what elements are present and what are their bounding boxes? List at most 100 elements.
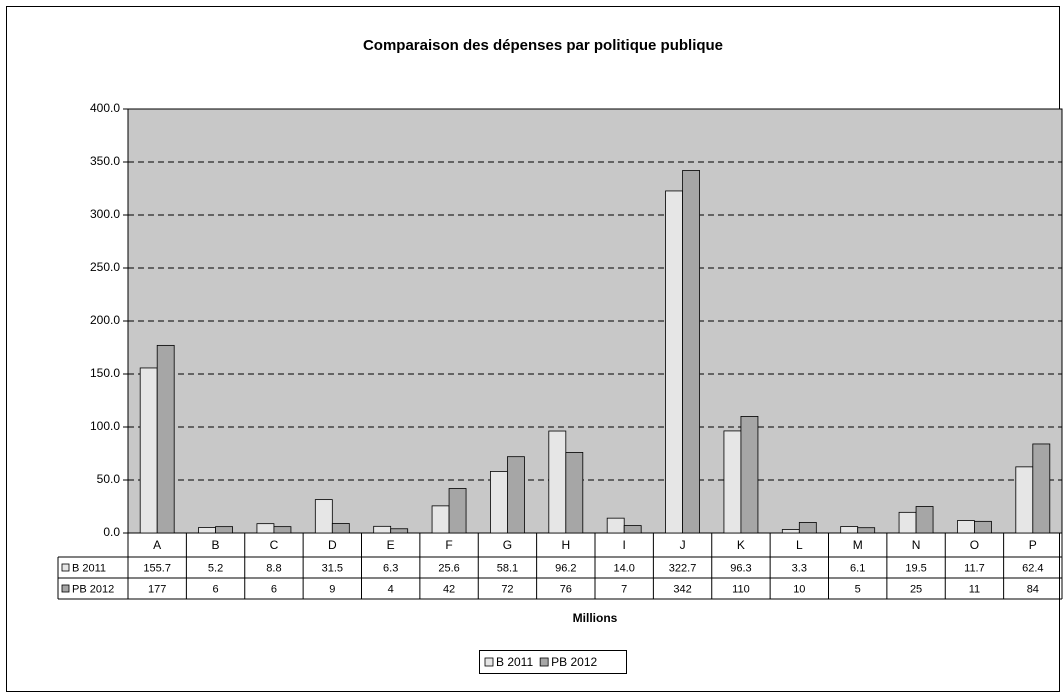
table-value: 25.6: [438, 562, 459, 574]
bar: [1032, 443, 1051, 534]
table-value: 76: [560, 583, 572, 595]
bar: [390, 528, 409, 534]
bar: [798, 522, 817, 534]
legend-key: [61, 563, 70, 572]
bar: [373, 525, 392, 534]
bar: [273, 526, 292, 534]
legend-box: [479, 650, 627, 674]
x-axis-label: Millions: [573, 611, 618, 625]
table-series-label: PB 2012: [72, 583, 114, 595]
table-value: 3.3: [792, 562, 807, 574]
table-value: 58.1: [497, 562, 518, 574]
table-value: 10: [793, 583, 805, 595]
x-tick-label: D: [328, 538, 337, 552]
y-tick-label: 100.0: [90, 419, 120, 433]
x-tick-label: G: [503, 538, 512, 552]
bar: [957, 520, 975, 534]
x-tick-label: P: [1029, 538, 1037, 552]
bar: [606, 517, 625, 534]
x-tick-label: H: [561, 538, 570, 552]
table-value: 4: [388, 583, 394, 595]
bar: [215, 526, 233, 534]
table-value: 110: [732, 583, 750, 595]
table-value: 8.8: [266, 562, 281, 574]
x-tick-label: A: [153, 538, 161, 552]
table-series-label: B 2011: [72, 562, 106, 574]
table-value: 5: [855, 583, 861, 595]
table-value: 11: [969, 583, 980, 595]
table-value: 84: [1027, 583, 1039, 595]
bar: [331, 523, 350, 534]
y-tick-label: 50.0: [97, 472, 121, 486]
x-tick-label: E: [387, 538, 395, 552]
x-tick-label: B: [212, 538, 220, 552]
bar: [898, 511, 917, 534]
legend-label: B 2011: [496, 655, 533, 669]
bar: [314, 499, 333, 534]
table-value: 6.3: [383, 562, 398, 574]
bar: [507, 456, 525, 534]
table-value: 5.2: [208, 562, 223, 574]
y-tick-label: 300.0: [90, 207, 120, 221]
table-value: 155.7: [143, 562, 171, 574]
bar: [139, 367, 158, 534]
bar: [565, 452, 584, 534]
table-value: 9: [329, 583, 335, 595]
table-value: 42: [443, 583, 455, 595]
y-tick-label: 150.0: [90, 366, 120, 380]
bar: [781, 529, 800, 534]
table-value: 14.0: [613, 562, 634, 574]
bar: [915, 506, 934, 534]
bar: [448, 488, 467, 534]
table-value: 72: [501, 583, 513, 595]
bar: [1015, 466, 1034, 534]
y-tick-label: 350.0: [90, 154, 120, 168]
table-value: 62.4: [1022, 562, 1043, 574]
table-value: 96.3: [730, 562, 751, 574]
table-value: 11.7: [964, 562, 985, 574]
table-value: 31.5: [322, 562, 343, 574]
bar: [198, 527, 216, 534]
bar: [256, 523, 275, 534]
y-tick-label: 0.0: [103, 525, 120, 539]
bar: [548, 430, 567, 534]
x-tick-label: N: [912, 538, 921, 552]
table-value: 96.2: [555, 562, 576, 574]
x-tick-label: I: [623, 538, 626, 552]
x-tick-label: F: [445, 538, 452, 552]
bar: [623, 525, 642, 534]
legend-key: [61, 584, 70, 593]
bar: [431, 505, 450, 534]
x-tick-label: C: [270, 538, 279, 552]
x-tick-label: O: [970, 538, 979, 552]
table-value: 342: [673, 583, 691, 595]
table-value: 7: [621, 583, 627, 595]
y-tick-label: 400.0: [90, 101, 120, 115]
bar: [840, 526, 859, 534]
bar: [156, 344, 175, 534]
bar: [974, 520, 992, 534]
x-tick-label: L: [796, 538, 803, 552]
bar: [665, 190, 683, 534]
legend-label: PB 2012: [551, 655, 597, 669]
table-value: 177: [148, 583, 166, 595]
table-value: 19.5: [905, 562, 926, 574]
y-tick-label: 250.0: [90, 260, 120, 274]
x-tick-label: M: [853, 538, 863, 552]
bar: [723, 430, 742, 534]
y-tick-label: 200.0: [90, 313, 120, 327]
x-tick-label: K: [737, 538, 745, 552]
chart-title: Comparaison des dépenses par politique p…: [363, 37, 723, 54]
x-tick-label: J: [680, 538, 686, 552]
bar: [682, 170, 700, 534]
table-value: 6: [213, 583, 219, 595]
bar: [740, 415, 759, 534]
bar: [490, 471, 508, 534]
legend-key: [484, 657, 494, 667]
bar: [857, 527, 876, 534]
table-value: 322.7: [669, 562, 697, 574]
table-value: 25: [910, 583, 922, 595]
legend-key: [539, 657, 549, 667]
table-value: 6.1: [850, 562, 865, 574]
